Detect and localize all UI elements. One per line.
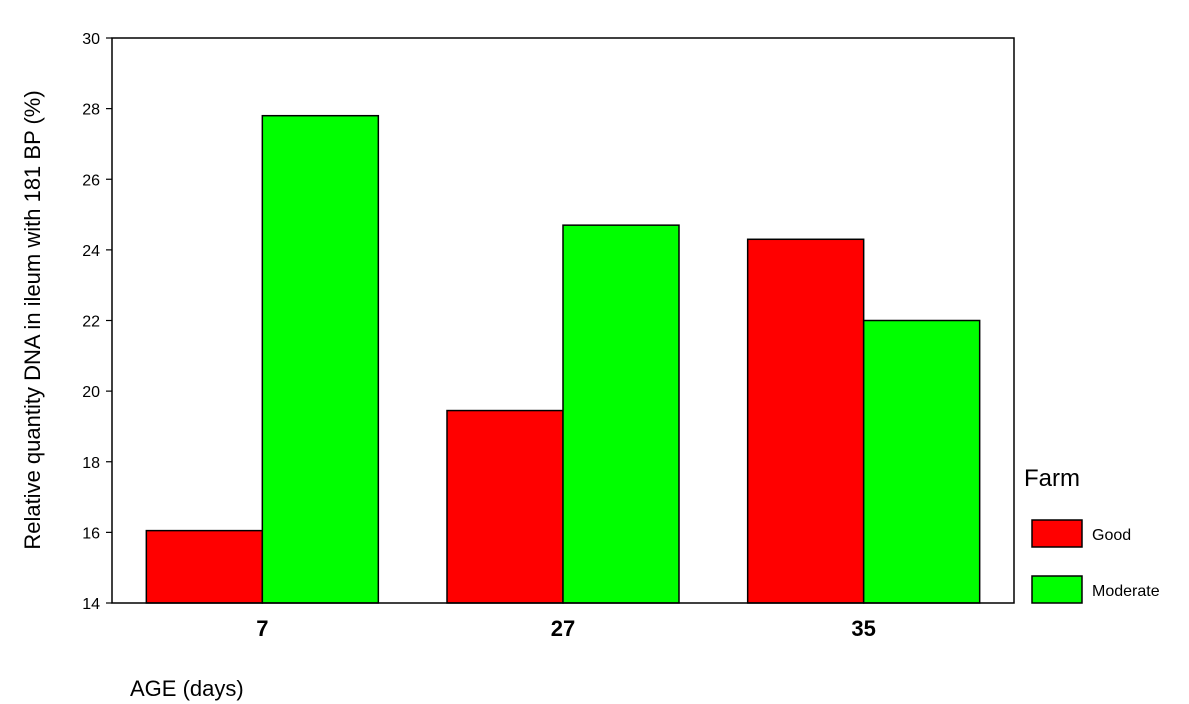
y-tick-label: 16 [82,525,100,542]
x-tick-label: 7 [256,616,268,641]
bar-moderate-7 [261,114,380,604]
y-tick-label: 20 [82,384,100,401]
x-tick-label: 35 [851,616,875,641]
bar-moderate-27 [562,224,680,604]
y-tick-label: 14 [82,596,100,613]
y-tick-label: 22 [82,314,100,331]
legend-label-good: Good [1092,527,1131,544]
y-tick-label: 26 [82,172,100,189]
legend-swatch-moderate [1031,575,1083,604]
y-axis-title: Relative quantity DNA in ileum with 181 … [20,90,45,549]
y-tick-label: 30 [82,31,100,48]
y-tick-label: 18 [82,455,100,472]
y-tick-label: 24 [82,243,100,260]
y-tick-label: 28 [82,102,100,119]
legend: Good Moderate [1031,519,1160,604]
legend-swatch-good [1031,519,1083,548]
bar-good-27 [446,409,564,604]
legend-title: Farm [1024,465,1080,492]
bar-good-7 [145,529,264,604]
bars-group [145,114,981,604]
bar-good-35 [746,238,865,604]
bar-moderate-35 [862,319,981,604]
x-tick-label: 27 [551,616,575,641]
x-axis-title: AGE (days) [130,676,244,701]
y-axis-ticks: 14 16 18 20 22 24 26 28 30 [82,31,112,613]
x-axis-tick-labels: 7 27 35 [256,616,876,641]
legend-label-moderate: Moderate [1092,583,1160,600]
